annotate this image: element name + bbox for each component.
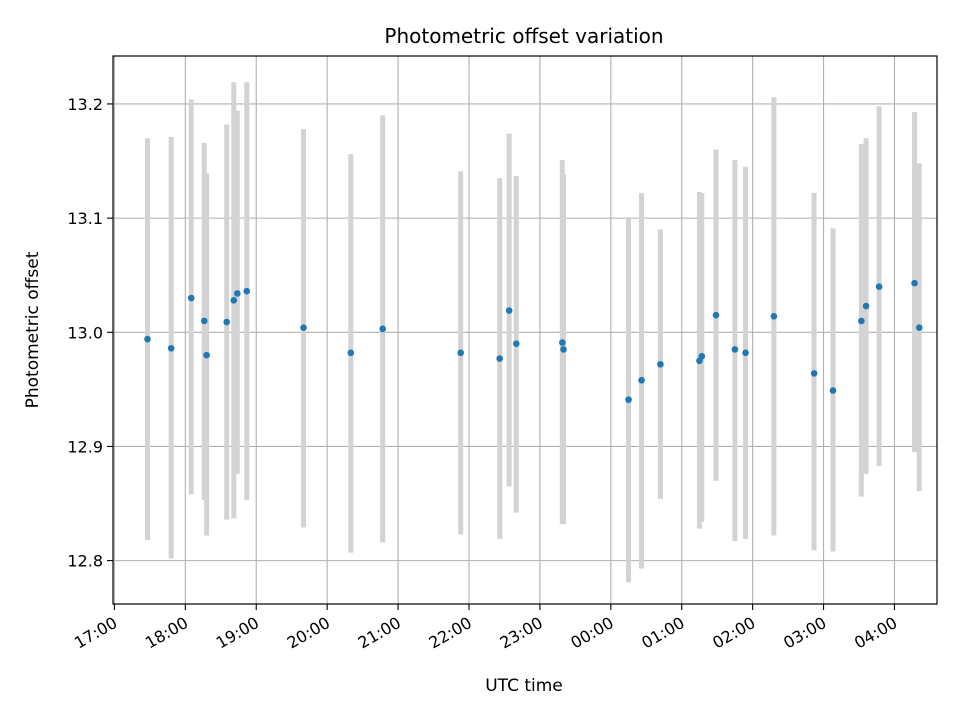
data-point: [638, 376, 645, 384]
data-point: [915, 324, 923, 332]
data-point: [167, 344, 175, 352]
plot-area-frame: [112, 55, 938, 605]
data-point: [203, 351, 210, 359]
data-point: [875, 283, 883, 290]
data-point: [300, 324, 307, 332]
data-points: [144, 279, 923, 403]
data-point: [234, 290, 241, 297]
data-point: [560, 346, 567, 353]
data-point: [379, 325, 387, 333]
data-point: [457, 349, 465, 357]
data-point: [770, 313, 778, 320]
data-point: [862, 302, 870, 310]
data-point: [698, 352, 706, 360]
y-axis-label: Photometric offset: [23, 251, 43, 408]
data-point: [810, 370, 818, 377]
chart-title: Photometric offset variation: [384, 24, 663, 48]
data-point: [230, 297, 238, 304]
y-tick-label: 13.0: [67, 323, 103, 342]
x-axis-label: UTC time: [485, 676, 563, 696]
data-point: [223, 318, 230, 326]
y-tick-label: 13.1: [67, 209, 103, 228]
data-point: [731, 346, 739, 353]
data-point: [187, 294, 195, 302]
y-tick-label: 12.9: [67, 437, 103, 456]
grid-lines: [113, 56, 937, 604]
y-tick-label: 13.2: [67, 95, 103, 114]
data-point: [200, 317, 208, 325]
data-point: [858, 317, 865, 325]
data-point: [512, 340, 520, 348]
y-axis-ticks: 12.8 12.9 13.0 13.1 13.2: [67, 95, 113, 571]
data-point: [625, 396, 632, 403]
data-point: [347, 349, 355, 357]
data-point: [496, 355, 504, 362]
data-point: [144, 335, 151, 343]
data-point: [829, 387, 837, 394]
data-point: [243, 287, 251, 295]
data-point: [505, 307, 513, 314]
y-tick-label: 12.8: [67, 552, 103, 571]
data-point: [559, 339, 566, 346]
data-point: [657, 360, 664, 368]
data-point: [911, 279, 918, 287]
data-point: [742, 349, 749, 357]
data-point: [712, 311, 720, 319]
